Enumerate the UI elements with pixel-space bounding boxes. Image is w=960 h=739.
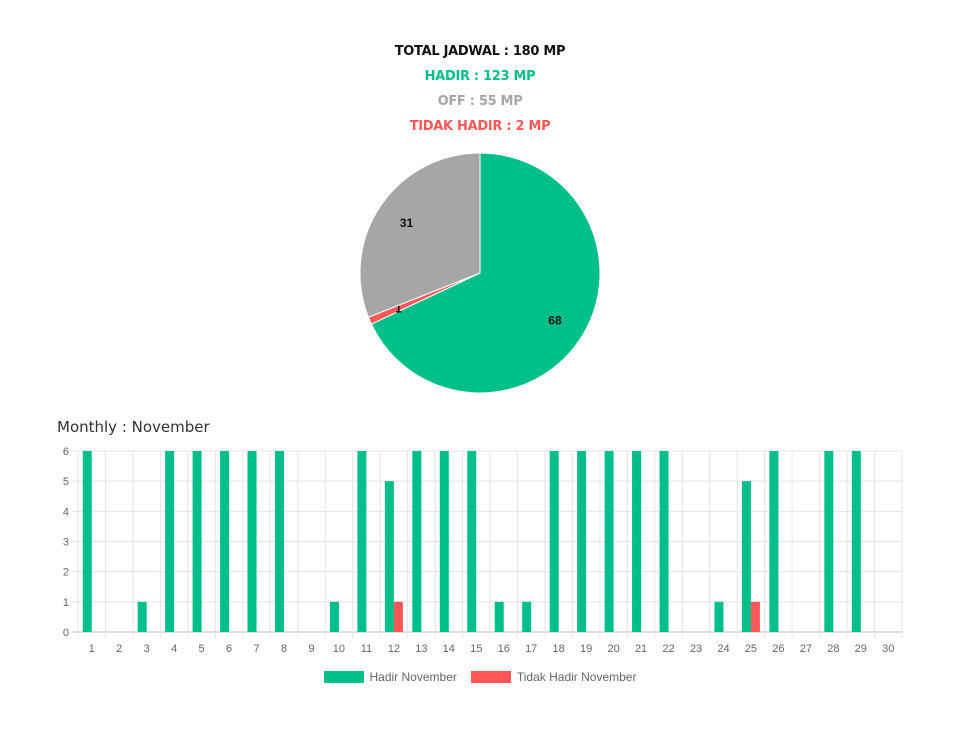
x-tick-label: 27 <box>800 643 812 655</box>
bar-hadir[interactable] <box>769 451 779 632</box>
pie-slice-off[interactable] <box>359 152 481 318</box>
total-jadwal-label: TOTAL JADWAL : 180 MP <box>394 44 566 59</box>
x-tick-label: 29 <box>855 643 867 655</box>
bar-hadir[interactable] <box>824 451 834 632</box>
bar-tidak-hadir[interactable] <box>750 601 760 632</box>
x-tick-label: 17 <box>525 643 537 655</box>
bar-hadir[interactable] <box>220 451 230 632</box>
y-tick-label: 2 <box>63 567 69 579</box>
y-tick-label: 5 <box>63 476 69 488</box>
x-tick-label: 23 <box>690 643 702 655</box>
x-tick-label: 12 <box>388 643 400 655</box>
legend-swatch-hadir <box>323 671 364 683</box>
x-tick-label: 1 <box>89 643 95 655</box>
x-tick-label: 24 <box>717 643 729 655</box>
bar-hadir[interactable] <box>632 451 642 632</box>
off-label: OFF : 55 MP <box>437 94 523 109</box>
bar-hadir[interactable] <box>82 451 92 632</box>
x-tick-label: 14 <box>443 643 455 655</box>
x-tick-label: 26 <box>772 643 784 655</box>
bar-hadir[interactable] <box>741 481 751 632</box>
bar-hadir[interactable] <box>577 451 587 632</box>
bar-hadir[interactable] <box>851 451 861 632</box>
x-tick-label: 6 <box>226 643 232 655</box>
y-tick-label: 0 <box>63 627 69 639</box>
bar-hadir[interactable] <box>384 481 394 632</box>
x-tick-label: 25 <box>745 643 757 655</box>
x-tick-label: 9 <box>308 643 314 655</box>
bar-hadir[interactable] <box>467 451 477 632</box>
bar-hadir[interactable] <box>247 451 257 632</box>
bar-tidak-hadir[interactable] <box>393 601 403 632</box>
x-tick-label: 16 <box>498 643 510 655</box>
x-tick-label: 28 <box>827 643 839 655</box>
x-tick-label: 7 <box>253 643 259 655</box>
x-tick-label: 22 <box>662 643 674 655</box>
bar-hadir[interactable] <box>192 451 202 632</box>
x-tick-label: 13 <box>415 643 427 655</box>
pie-slice-hadir[interactable] <box>370 152 601 394</box>
bar-hadir[interactable] <box>165 451 175 632</box>
pie-data-label: 1 <box>395 301 402 315</box>
x-tick-label: 19 <box>580 643 592 655</box>
x-tick-label: 11 <box>361 643 372 655</box>
hadir-label: HADIR : 123 MP <box>424 69 536 84</box>
pie-data-label: 68 <box>548 314 562 328</box>
bar-hadir[interactable] <box>549 451 559 632</box>
legend-swatch-tidak-hadir <box>470 671 511 683</box>
bar-hadir[interactable] <box>604 451 614 632</box>
attendance-pie-chart: 68 1 31 <box>359 152 601 394</box>
y-tick-label: 3 <box>63 537 69 549</box>
x-tick-label: 3 <box>144 643 150 655</box>
bar-hadir[interactable] <box>329 601 339 632</box>
x-tick-label: 5 <box>199 643 205 655</box>
bar-hadir[interactable] <box>494 601 504 632</box>
bar-hadir[interactable] <box>714 601 724 632</box>
bar-hadir[interactable] <box>137 601 147 632</box>
bar-hadir[interactable] <box>659 451 669 632</box>
legend-label-hadir: Hadir November <box>369 670 457 684</box>
y-tick-label: 4 <box>63 506 69 518</box>
x-tick-label: 4 <box>171 643 177 655</box>
y-tick-label: 6 <box>63 446 69 458</box>
y-tick-label: 1 <box>63 597 69 609</box>
bar-hadir[interactable] <box>357 451 367 632</box>
x-tick-label: 21 <box>635 643 647 655</box>
monthly-chart-title: Monthly : November <box>57 418 210 436</box>
legend-item-tidak-hadir[interactable]: Tidak Hadir November <box>470 670 637 684</box>
x-tick-label: 8 <box>281 643 287 655</box>
bar-chart-legend: Hadir November Tidak Hadir November <box>0 670 960 684</box>
x-tick-label: 20 <box>607 643 619 655</box>
x-tick-label: 30 <box>882 643 894 655</box>
x-tick-label: 18 <box>553 643 565 655</box>
pie-data-label: 31 <box>400 216 414 230</box>
bar-hadir[interactable] <box>439 451 449 632</box>
tidak-hadir-label: TIDAK HADIR : 2 MP <box>409 119 551 134</box>
x-tick-label: 2 <box>116 643 122 655</box>
bar-hadir[interactable] <box>275 451 284 632</box>
legend-label-tidak-hadir: Tidak Hadir November <box>516 670 637 684</box>
x-tick-label: 15 <box>470 643 482 655</box>
bar-hadir[interactable] <box>412 451 422 632</box>
legend-item-hadir[interactable]: Hadir November <box>323 670 457 684</box>
x-tick-label: 10 <box>333 643 345 655</box>
bar-hadir[interactable] <box>522 601 532 632</box>
